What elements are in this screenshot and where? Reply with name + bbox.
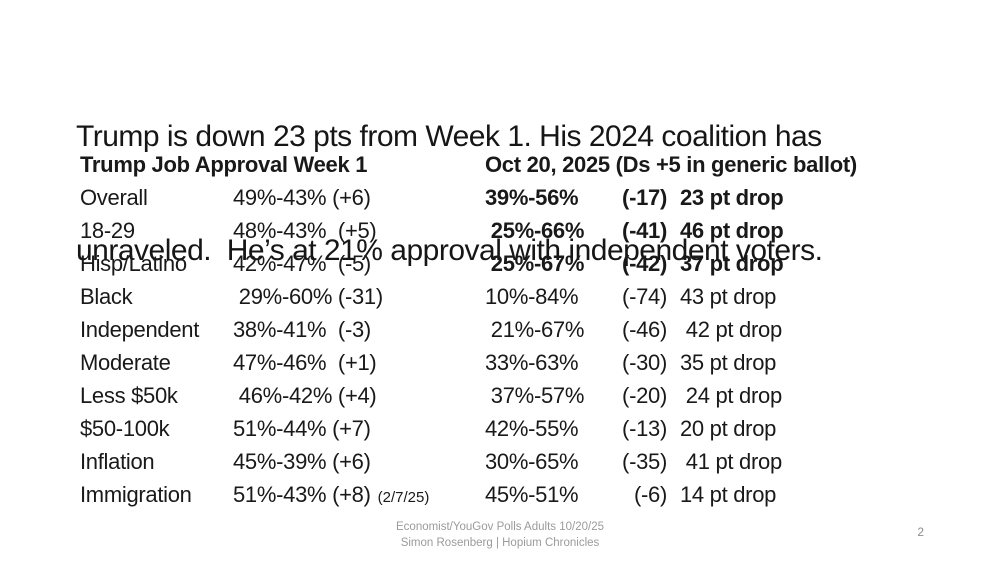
- table-row: Black 29%-60% (-31): [80, 280, 440, 313]
- row-values: 51%-43% (+8): [233, 482, 371, 507]
- row-values: 42%-55%: [485, 416, 579, 441]
- row-drop: 42 pt drop: [680, 317, 782, 342]
- page-number: 2: [917, 525, 924, 539]
- table-row: 30%-65% (-35) 41 pt drop: [485, 445, 925, 478]
- footer-source: Economist/YouGov Polls Adults 10/20/25: [396, 521, 604, 533]
- row-values: 10%-84%: [485, 284, 579, 309]
- row-values: 37%-57%: [485, 383, 585, 408]
- row-values: 48%-43% (+5): [233, 218, 377, 243]
- table-row: Overall 49%-43% (+6): [80, 181, 440, 214]
- table-row: Hisp/Latino 42%-47% (-5): [80, 247, 440, 280]
- table-row: 25%-66% (-41) 46 pt drop: [485, 214, 925, 247]
- row-values: 45%-39% (+6): [233, 449, 371, 474]
- row-margin: (-35): [622, 449, 667, 474]
- oct-2025-table: Oct 20, 2025 (Ds +5 in generic ballot) 3…: [485, 148, 925, 511]
- row-values: 51%-44% (+7): [233, 416, 371, 441]
- table-row: Moderate 47%-46% (+1): [80, 346, 440, 379]
- row-margin: (-74): [622, 284, 667, 309]
- oct-table-header: Oct 20, 2025 (Ds +5 in generic ballot): [485, 152, 857, 177]
- row-values: 38%-41% (-3): [233, 317, 371, 342]
- row-margin: (-17): [622, 185, 667, 210]
- row-label: Moderate: [80, 350, 171, 375]
- table-row: Independent 38%-41% (-3): [80, 313, 440, 346]
- row-label: Inflation: [80, 449, 155, 474]
- table-row: $50-100k 51%-44% (+7): [80, 412, 440, 445]
- row-label: Immigration: [80, 482, 192, 507]
- row-values: 46%-42% (+4): [233, 383, 377, 408]
- table-row: 25%-67% (-42) 37 pt drop: [485, 247, 925, 280]
- row-values: 30%-65%: [485, 449, 579, 474]
- row-margin: (-30): [622, 350, 667, 375]
- row-margin: (-20): [622, 383, 667, 408]
- row-values: 29%-60% (-31): [233, 284, 383, 309]
- table-row: Less $50k 46%-42% (+4): [80, 379, 440, 412]
- row-values: 45%-51%: [485, 482, 579, 507]
- row-drop: 14 pt drop: [680, 482, 777, 507]
- row-values: 47%-46% (+1): [233, 350, 377, 375]
- row-values: 33%-63%: [485, 350, 579, 375]
- row-values: 42%-47% (-5): [233, 251, 371, 276]
- row-margin: (-6): [633, 482, 667, 507]
- row-label: Black: [80, 284, 133, 309]
- row-values: 21%-67%: [485, 317, 585, 342]
- table-row: 33%-63% (-30) 35 pt drop: [485, 346, 925, 379]
- table-row: Inflation 45%-39% (+6): [80, 445, 440, 478]
- row-values: 39%-56%: [485, 185, 579, 210]
- slide-title-line-2: unraveled. He’s at 21% approval with ind…: [76, 234, 823, 267]
- table-row: 45%-51% (-6) 14 pt drop: [485, 478, 925, 511]
- table-row: 42%-55% (-13) 20 pt drop: [485, 412, 925, 445]
- row-label: Hisp/Latino: [80, 251, 187, 276]
- table-row: 39%-56% (-17) 23 pt drop: [485, 181, 925, 214]
- table-row: 21%-67% (-46) 42 pt drop: [485, 313, 925, 346]
- footer-author: Simon Rosenberg | Hopium Chronicles: [400, 537, 600, 549]
- row-values: 49%-43% (+6): [233, 185, 371, 210]
- row-drop: 23 pt drop: [680, 185, 784, 210]
- row-margin: (-46): [622, 317, 667, 342]
- table-row: 18-29 48%-43% (+5): [80, 214, 440, 247]
- slide-title: Trump is down 23 pts from Week 1. His 20…: [76, 42, 823, 346]
- row-label: Less $50k: [80, 383, 178, 408]
- row-margin: (-42): [622, 251, 667, 276]
- row-drop: 20 pt drop: [680, 416, 777, 441]
- row-drop: 46 pt drop: [680, 218, 784, 243]
- row-margin: (-13): [622, 416, 667, 441]
- immigration-date-note: (2/7/25): [377, 489, 430, 506]
- row-margin: (-41): [622, 218, 667, 243]
- slide-footer: Economist/YouGov Polls Adults 10/20/25 S…: [0, 519, 1000, 551]
- row-label: Independent: [80, 317, 200, 342]
- row-values: 25%-66%: [485, 218, 585, 243]
- row-drop: 35 pt drop: [680, 350, 777, 375]
- slide-title-line-1: Trump is down 23 pts from Week 1. His 20…: [76, 120, 822, 153]
- row-label: Overall: [80, 185, 148, 210]
- row-drop: 43 pt drop: [680, 284, 777, 309]
- row-label: $50-100k: [80, 416, 170, 441]
- week1-approval-table: Trump Job Approval Week 1 Overall 49%-43…: [80, 148, 440, 511]
- row-drop: 41 pt drop: [680, 449, 782, 474]
- row-drop: 37 pt drop: [680, 251, 784, 276]
- row-drop: 24 pt drop: [680, 383, 782, 408]
- table-row: Immigration 51%-43% (+8) (2/7/25): [80, 478, 440, 511]
- row-label: 18-29: [80, 218, 135, 243]
- week1-table-header: Trump Job Approval Week 1: [80, 152, 368, 177]
- table-row: 37%-57% (-20) 24 pt drop: [485, 379, 925, 412]
- row-values: 25%-67%: [485, 251, 585, 276]
- table-row: 10%-84% (-74) 43 pt drop: [485, 280, 925, 313]
